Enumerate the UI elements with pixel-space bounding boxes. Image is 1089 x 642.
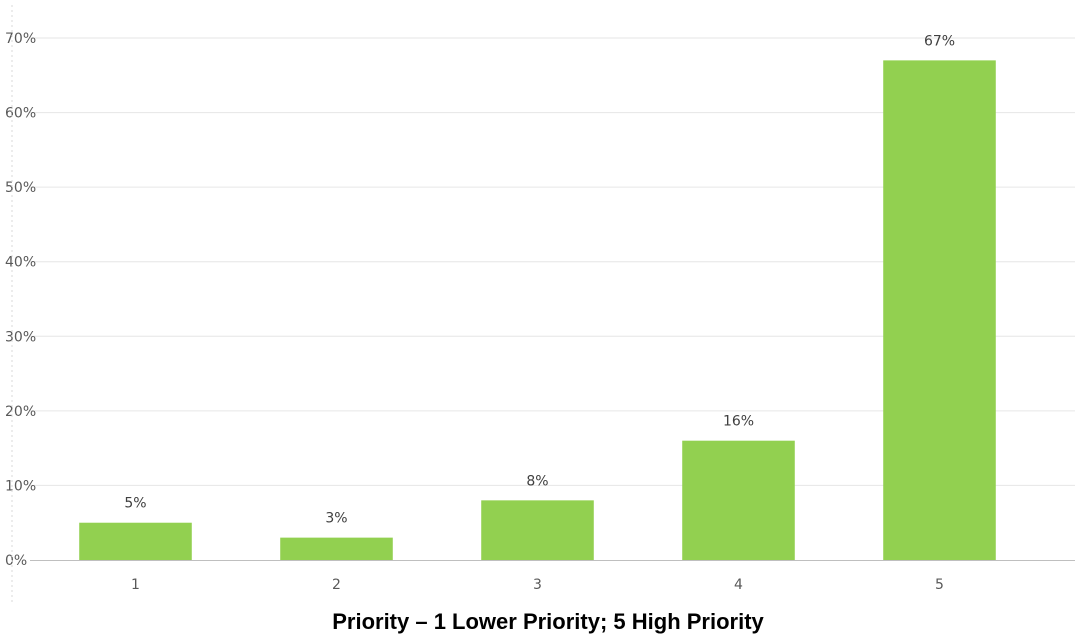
x-axis-title: Priority – 1 Lower Priority; 5 High Prio… [332, 609, 764, 634]
y-tick-label: 20% [5, 404, 36, 420]
bars [79, 60, 996, 560]
data-labels: 5% 3% 8% 16% 67% [124, 33, 955, 526]
y-tick-label: 60% [5, 106, 36, 122]
y-axis-ticks: 0% 10% 20% 30% 40% 50% 60% 70% [5, 31, 36, 569]
y-tick-label: 70% [5, 31, 36, 47]
data-label-1: 5% [124, 496, 146, 512]
bar-3 [481, 500, 594, 560]
y-tick-label: 40% [5, 255, 36, 271]
bar-1 [79, 522, 192, 560]
y-tick-label: 30% [5, 329, 36, 345]
data-label-5: 67% [924, 33, 955, 49]
bar-5 [883, 60, 996, 560]
y-tick-label: 50% [5, 180, 36, 196]
x-tick-label: 4 [734, 577, 743, 593]
x-tick-label: 5 [935, 577, 944, 593]
x-axis-ticks: 1 2 3 4 5 [131, 577, 944, 593]
bar-2 [280, 537, 393, 560]
bar-4 [682, 440, 795, 560]
x-tick-label: 3 [533, 577, 542, 593]
y-tick-label: 10% [5, 478, 36, 494]
x-tick-label: 1 [131, 577, 140, 593]
y-tick-label: 0% [5, 553, 27, 569]
x-tick-label: 2 [332, 577, 341, 593]
data-label-4: 16% [723, 414, 754, 430]
gridlines [30, 37, 1075, 486]
data-label-3: 8% [526, 473, 548, 489]
data-label-2: 3% [325, 511, 347, 527]
